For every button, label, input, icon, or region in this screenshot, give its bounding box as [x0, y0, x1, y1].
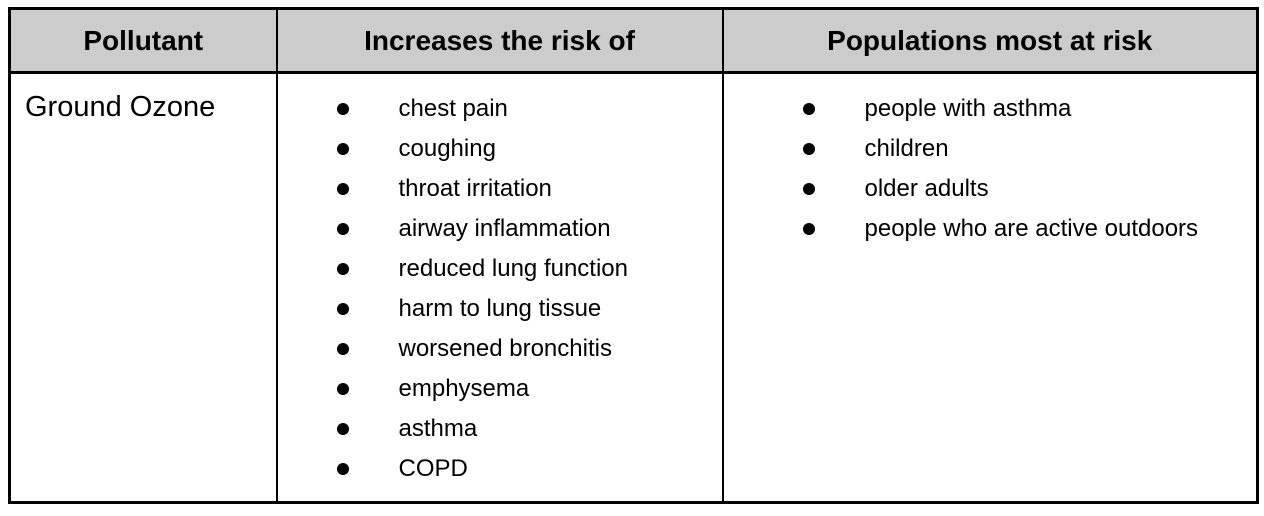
risks-list: chest pain coughing throat irritation airwa…: [279, 89, 721, 489]
list-item: COPD: [336, 449, 721, 489]
list-item: reduced lung function: [336, 249, 721, 289]
list-item: harm to lung tissue: [336, 289, 721, 329]
list-item: chest pain: [336, 89, 721, 129]
list-item: throat irritation: [336, 169, 721, 209]
list-item: asthma: [336, 409, 721, 449]
header-increases-risk: Increases the risk of: [275, 7, 724, 74]
table-row: Ground Ozone chest pain coughing throat ir…: [8, 71, 1259, 504]
list-item: people who are active outdoors: [802, 209, 1256, 249]
list-item: worsened bronchitis: [336, 329, 721, 369]
list-item: older adults: [802, 169, 1256, 209]
cell-populations-list: people with asthma children older adults pe…: [721, 71, 1259, 504]
table-body: Ground Ozone chest pain coughing throat ir…: [8, 71, 1259, 504]
cell-risk-list: chest pain coughing throat irritation airwa…: [275, 71, 724, 504]
list-item: coughing: [336, 129, 721, 169]
header-populations: Populations most at risk: [721, 7, 1259, 74]
list-item: children: [802, 129, 1256, 169]
list-item: people with asthma: [802, 89, 1256, 129]
list-item: airway inflammation: [336, 209, 721, 249]
pollutant-risk-table: Pollutant Increases the risk of Populati…: [8, 7, 1259, 504]
populations-list: people with asthma children older adults pe…: [725, 89, 1256, 249]
table-header-row: Pollutant Increases the risk of Populati…: [8, 7, 1259, 74]
header-pollutant: Pollutant: [8, 7, 278, 74]
list-item: emphysema: [336, 369, 721, 409]
cell-pollutant-name: Ground Ozone: [8, 71, 278, 504]
